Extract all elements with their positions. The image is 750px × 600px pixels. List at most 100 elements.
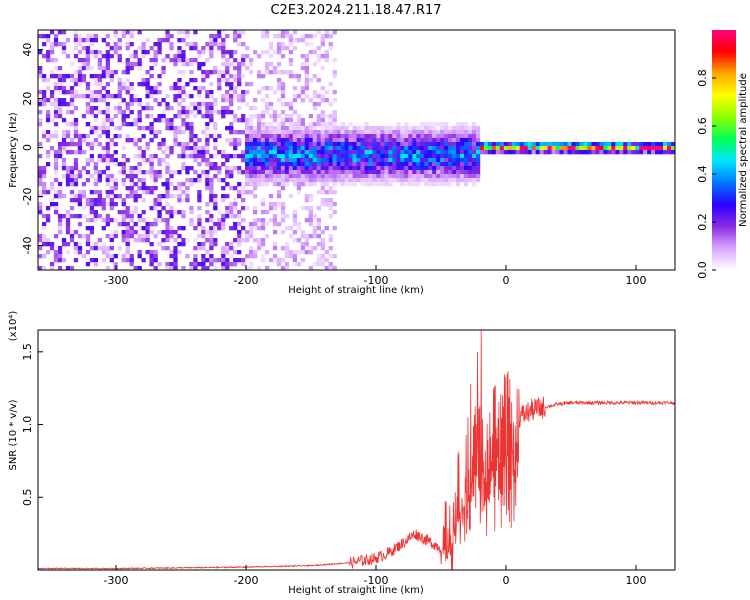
- spectrogram-cell: [280, 166, 286, 171]
- spectrogram-cell: [177, 38, 182, 43]
- spectrogram-cell: [607, 142, 612, 147]
- spectrogram-cell: [105, 202, 110, 207]
- spectrogram-cell: [284, 118, 290, 123]
- spectrogram-cell: [320, 262, 325, 267]
- spectrogram-cell: [511, 150, 517, 155]
- spectrogram-cell: [89, 206, 95, 211]
- spectrogram-cell: [49, 242, 55, 247]
- spectrogram-cell: [328, 170, 333, 175]
- spectrogram-cell: [49, 134, 55, 139]
- spectrogram-cell: [312, 90, 317, 95]
- spectrogram-cell: [308, 114, 314, 119]
- spectrogram-cell: [209, 42, 214, 47]
- spectrogram-cell: [507, 142, 513, 147]
- spectrogram-cell: [463, 174, 469, 179]
- spectrogram-cell: [316, 94, 321, 99]
- spectrogram-cell: [416, 126, 421, 131]
- spectrogram-cell: [420, 162, 425, 167]
- spectrogram-cell: [352, 142, 357, 147]
- spectrogram-cell: [440, 154, 445, 159]
- spectrogram-cell: [105, 182, 110, 187]
- spectrogram-cell: [233, 114, 238, 119]
- spectrogram-cell: [245, 46, 250, 51]
- spectrogram-cell: [328, 214, 333, 219]
- spectrogram-cell: [45, 78, 51, 83]
- spectrogram-cell: [324, 226, 329, 231]
- spectrogram-cell: [125, 134, 130, 139]
- spectrogram-cell: [280, 202, 286, 207]
- spectrogram-cell: [241, 258, 246, 263]
- spectrogram-cell: [456, 174, 461, 179]
- spectrogram-cell: [209, 166, 214, 171]
- spectrogram-x-tick-label: -200: [234, 274, 259, 287]
- spectrogram-cell: [272, 90, 278, 95]
- spectrogram-cell: [125, 58, 130, 63]
- spectrogram-cell: [300, 86, 306, 91]
- spectrogram-cell: [348, 146, 353, 151]
- spectrogram-cell: [185, 178, 190, 183]
- spectrogram-cell: [41, 186, 47, 191]
- spectrogram-cell: [65, 242, 71, 247]
- spectrogram-cell: [332, 150, 337, 155]
- spectrogram-cell: [129, 110, 134, 115]
- spectrogram-cell: [260, 178, 266, 183]
- spectrogram-cell: [340, 154, 345, 159]
- spectrogram-cell: [181, 90, 186, 95]
- spectrogram-cell: [237, 210, 242, 215]
- spectrogram-cell: [312, 142, 317, 147]
- spectrogram-cell: [117, 94, 122, 99]
- spectrogram-cell: [137, 266, 142, 271]
- spectrogram-cell: [157, 242, 162, 247]
- spectrogram-cell: [197, 106, 202, 111]
- spectrogram-cell: [77, 194, 83, 199]
- spectrogram-cell: [328, 238, 333, 243]
- spectrogram-cell: [328, 206, 333, 211]
- spectrogram-cell: [53, 86, 59, 91]
- spectrogram-cell: [209, 182, 214, 187]
- spectrogram-cell: [117, 54, 122, 59]
- spectrogram-cell: [328, 42, 333, 47]
- spectrogram-cell: [189, 222, 194, 227]
- spectrogram-cell: [424, 174, 429, 179]
- spectrogram-cell: [233, 238, 238, 243]
- spectrogram-cell: [376, 150, 381, 155]
- spectrogram-cell: [121, 234, 126, 239]
- spectrogram-cell: [515, 142, 521, 147]
- spectrogram-cell: [380, 142, 385, 147]
- spectrogram-cell: [444, 138, 449, 143]
- spectrogram-cell: [276, 202, 282, 207]
- spectrogram-cell: [440, 158, 445, 163]
- spectrogram-cell: [440, 170, 445, 175]
- spectrogram-cell: [121, 110, 126, 115]
- spectrogram-cell: [324, 154, 329, 159]
- spectrogram-cell: [185, 142, 190, 147]
- spectrogram-cell: [197, 242, 202, 247]
- spectrogram-cell: [101, 242, 106, 247]
- spectrogram-cell: [109, 118, 114, 123]
- spectrogram-cell: [97, 154, 102, 159]
- spectrogram-cell: [252, 254, 258, 259]
- spectrogram-cell: [205, 174, 210, 179]
- spectrogram-cell: [237, 70, 242, 75]
- spectrogram-cell: [444, 178, 449, 183]
- spectrogram-cell: [324, 266, 329, 271]
- spectrogram-cell: [61, 162, 67, 167]
- spectrogram-cell: [185, 114, 190, 119]
- spectrogram-cell: [237, 242, 242, 247]
- spectrogram-cell: [460, 146, 465, 151]
- spectrogram-cell: [205, 250, 210, 255]
- spectrogram-cell: [448, 166, 453, 171]
- spectrogram-cell: [77, 78, 83, 83]
- spectrogram-cell: [372, 182, 377, 187]
- spectrogram-cell: [320, 158, 325, 163]
- spectrogram-cell: [432, 122, 437, 127]
- spectrogram-cell: [288, 102, 294, 107]
- spectrogram-cell: [276, 98, 282, 103]
- spectrogram-cell: [149, 58, 154, 63]
- spectrogram-cell: [587, 146, 592, 151]
- spectrogram-cell: [396, 150, 401, 155]
- spectrogram-cell: [245, 166, 250, 171]
- spectrogram-cell: [264, 174, 270, 179]
- spectrogram-cell: [197, 214, 202, 219]
- spectrogram-cell: [388, 182, 393, 187]
